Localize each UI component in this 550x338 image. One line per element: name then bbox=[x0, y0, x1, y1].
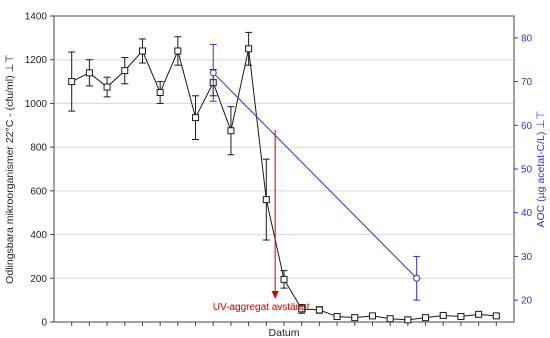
x-axis-ticks bbox=[71, 322, 497, 326]
data-point-square bbox=[404, 316, 412, 324]
left-y-tick-label: 0 bbox=[41, 318, 47, 329]
data-point-square bbox=[262, 196, 270, 204]
gridlines bbox=[54, 59, 514, 279]
uv-annotation: UV-aggregat avstängt bbox=[213, 130, 310, 313]
data-point-square bbox=[315, 306, 323, 314]
data-point-square bbox=[298, 305, 306, 313]
data-point-square bbox=[386, 315, 394, 323]
left-y-tick-label: 400 bbox=[30, 230, 47, 241]
left-y-tick-label: 1200 bbox=[25, 55, 48, 66]
data-point-square bbox=[439, 311, 447, 319]
data-point-circle bbox=[413, 274, 421, 282]
left-y-axis-ticks: 0 200 400 600 800 1000 1200 1400 bbox=[25, 12, 54, 329]
uv-annotation-arrow-head bbox=[271, 291, 279, 299]
data-point-square bbox=[475, 310, 483, 318]
x-axis-title: Datum bbox=[269, 327, 300, 338]
left-y-tick-label: 800 bbox=[30, 143, 47, 154]
left-y-tick-label: 1000 bbox=[25, 99, 48, 110]
left-y-axis-title: Odlingsbara mikroorganismer 22°C - (cfu/… bbox=[4, 54, 16, 284]
right-y-tick-label: 50 bbox=[521, 165, 533, 176]
data-point-square bbox=[333, 313, 341, 321]
data-point-square bbox=[422, 314, 430, 322]
right-y-tick-label: 60 bbox=[521, 121, 533, 132]
left-y-tick-label: 200 bbox=[30, 274, 47, 285]
right-y-tick-label: 20 bbox=[521, 296, 533, 307]
right-y-tick-label: 40 bbox=[521, 208, 533, 219]
data-point-square bbox=[280, 275, 288, 283]
right-y-axis-title: AOC (µg acetat-C/L) ⊥⊤ bbox=[535, 110, 547, 227]
data-point-square bbox=[68, 78, 76, 86]
right-y-tick-label: 70 bbox=[521, 77, 533, 88]
data-point-square bbox=[368, 312, 376, 320]
data-point-square bbox=[85, 69, 93, 77]
right-y-tick-label: 30 bbox=[521, 252, 533, 263]
data-point-square bbox=[351, 314, 359, 322]
left-y-tick-label: 1400 bbox=[25, 12, 48, 23]
series-aoc-line bbox=[212, 72, 418, 279]
data-point-circle bbox=[209, 69, 217, 77]
data-point-square bbox=[227, 127, 235, 135]
series-microorganisms bbox=[68, 31, 500, 324]
data-point-square bbox=[192, 114, 200, 122]
data-point-square bbox=[138, 47, 146, 55]
data-point-square bbox=[245, 45, 253, 53]
data-point-square bbox=[121, 67, 129, 75]
right-y-tick-label: 80 bbox=[521, 33, 533, 44]
data-point-square bbox=[457, 313, 465, 321]
uv-annotation-label: UV-aggregat avstängt bbox=[213, 302, 310, 313]
series-aoc bbox=[209, 43, 421, 301]
left-y-tick-label: 600 bbox=[30, 186, 47, 197]
data-point-square bbox=[156, 89, 164, 96]
data-point-square bbox=[103, 83, 111, 91]
data-point-square bbox=[492, 312, 500, 320]
right-y-axis-ticks: 20 30 40 50 60 70 80 bbox=[514, 33, 533, 307]
data-point-square bbox=[174, 47, 182, 55]
